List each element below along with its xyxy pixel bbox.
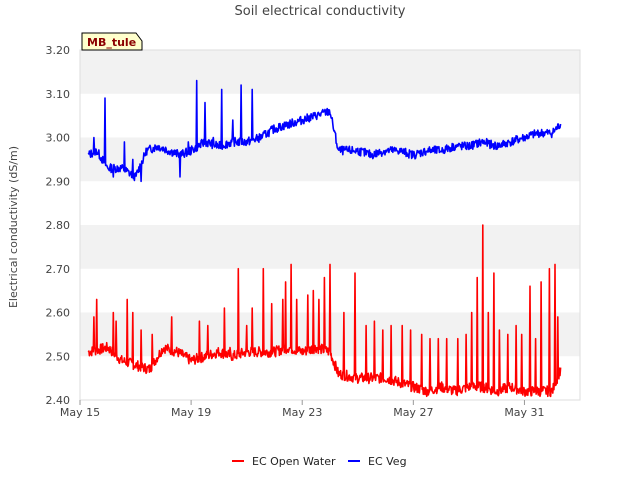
legend-label-open-water: EC Open Water (252, 455, 336, 468)
y-tick-label: 2.70 (46, 263, 71, 276)
x-axis: May 15 May 19 May 23 May 27 May 31 (60, 400, 545, 419)
legend: EC Open Water EC Veg (232, 455, 407, 468)
y-axis-label: Electrical conductivity (dS/m) (7, 146, 20, 308)
legend-item-open-water: EC Open Water (232, 455, 336, 468)
series-line-open-water (87, 224, 562, 398)
y-tick-label: 2.40 (46, 394, 71, 407)
y-tick-label: 3.10 (46, 88, 71, 101)
grid-band (80, 225, 580, 269)
site-badge-label: MB_tule (87, 36, 136, 49)
site-badge: MB_tule (81, 32, 143, 51)
plot-border (79, 49, 581, 401)
plot-frame (79, 49, 581, 401)
grid-band (80, 181, 580, 225)
y-axis: 2.40 2.50 2.60 2.70 2.80 2.90 3.00 3.10 3.20 (46, 44, 71, 407)
legend-item-veg: EC Veg (348, 455, 407, 468)
x-tick-label: May 27 (393, 406, 433, 419)
series-line-veg (87, 79, 562, 183)
grid-bands (80, 50, 580, 400)
x-tick-label: May 31 (504, 406, 544, 419)
y-tick-label: 3.00 (46, 132, 71, 145)
y-tick-label: 2.50 (46, 350, 71, 363)
legend-label-veg: EC Veg (368, 455, 407, 468)
x-tick-label: May 23 (282, 406, 322, 419)
x-tick-label: May 19 (171, 406, 211, 419)
x-tick-label: May 15 (60, 406, 100, 419)
grid-band (80, 137, 580, 182)
y-tick-label: 3.20 (46, 44, 71, 57)
chart-title: Soil electrical conductivity (234, 4, 405, 19)
y-tick-label: 2.60 (46, 307, 71, 320)
grid-band (80, 50, 580, 94)
series-group (87, 79, 562, 398)
y-tick-label: 2.90 (46, 175, 71, 188)
y-tick-label: 2.80 (46, 219, 71, 232)
